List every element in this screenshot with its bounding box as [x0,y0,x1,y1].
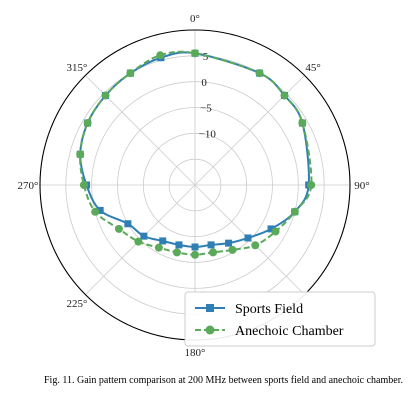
legend-marker [206,304,214,312]
data-point [101,91,110,100]
data-point [251,241,260,250]
data-point [267,225,275,233]
series-line [79,50,313,256]
r-tick-label: −10 [199,128,217,140]
data-point [191,49,199,58]
data-point [156,51,165,60]
data-point [126,69,135,78]
data-point [280,91,289,100]
legend-label: Anechoic Chamber [235,324,344,339]
data-point [298,119,307,127]
theta-label: 225° [66,298,87,310]
series-sports-field [76,49,313,251]
data-point [244,234,252,242]
data-point [172,248,181,257]
data-point [209,248,218,257]
polar-plot-svg: 5 0 −5 −10 0° 45° 90° 180° 225° 270° 315° Sports Fi… [18,13,376,359]
data-point [140,232,148,240]
data-point [290,207,299,216]
theta-label: 45° [305,62,320,74]
data-point [175,241,183,249]
legend: Sports Field Anechoic Chamber [184,291,376,347]
theta-label: 90° [354,180,369,192]
data-point [228,245,237,254]
r-tick-label: 5 [203,51,209,63]
data-point [191,243,199,251]
data-point [91,207,100,216]
legend-box [184,291,376,347]
polar-chart: 5 0 −5 −10 0° 45° 90° 180° 225° 270° 315° Sports Fi… [18,13,376,359]
data-point [134,237,143,246]
data-point [83,119,92,127]
angular-gridline [85,75,196,186]
data-point [114,224,123,233]
theta-label: 180° [185,347,206,359]
data-point [307,181,316,189]
figure-caption: Fig. 11. Gain pattern comparison at 200 … [44,374,412,387]
r-tick-label: −5 [200,103,212,115]
data-point [191,250,199,259]
r-tick-label: 0 [201,77,207,89]
theta-label: 270° [18,180,39,192]
legend-label: Sports Field [235,302,303,317]
data-point [76,150,85,159]
data-point [159,237,167,245]
data-point [96,206,104,214]
theta-label: 315° [66,62,87,74]
series-anechoic-chamber [76,49,316,259]
data-point [271,227,280,236]
theta-label: 0° [190,13,200,25]
data-point [207,241,215,249]
caption-text: Fig. 11. Gain pattern comparison at 200 … [44,375,403,386]
data-point [255,69,264,78]
data-point [124,220,132,228]
data-point [154,243,163,252]
data-point [225,239,233,247]
legend-marker [205,325,215,335]
data-point [79,181,88,189]
